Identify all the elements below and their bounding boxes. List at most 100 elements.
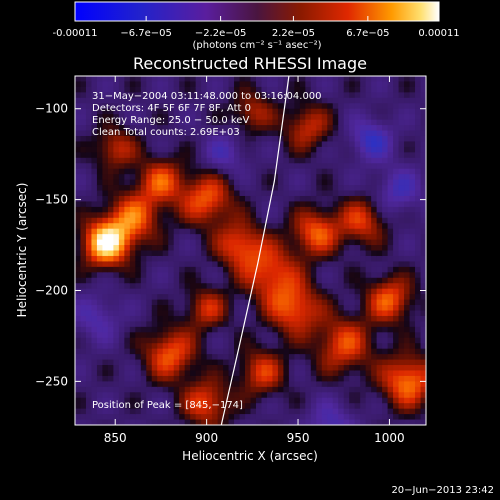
heatmap-cell — [157, 163, 164, 170]
heatmap-cell — [398, 130, 405, 137]
heatmap-cell — [393, 179, 400, 186]
heatmap-cell — [321, 190, 328, 197]
heatmap-cell — [299, 392, 306, 399]
heatmap-cell — [272, 315, 279, 322]
heatmap-cell — [80, 245, 87, 252]
heatmap-cell — [157, 365, 164, 372]
heatmap-cell — [201, 97, 208, 104]
heatmap-cell — [261, 223, 268, 230]
heatmap-cell — [140, 217, 147, 224]
heatmap-cell — [179, 321, 186, 328]
heatmap-cell — [118, 76, 125, 83]
heatmap-cell — [184, 157, 191, 164]
heatmap-cell — [272, 403, 279, 410]
heatmap-cell — [387, 277, 394, 284]
heatmap-cell — [387, 419, 394, 425]
heatmap-cell — [321, 305, 328, 312]
heatmap-cell — [294, 392, 301, 399]
heatmap-cell — [409, 228, 416, 235]
heatmap-cell — [283, 250, 290, 257]
heatmap-cell — [168, 206, 175, 213]
heatmap-cell — [245, 266, 252, 273]
heatmap-cell — [261, 97, 268, 104]
heatmap-cell — [288, 168, 295, 175]
heatmap-cell — [382, 310, 389, 317]
heatmap-cell — [415, 283, 422, 290]
heatmap-cell — [201, 179, 208, 186]
heatmap-cell — [195, 206, 202, 213]
heatmap-cell — [91, 321, 98, 328]
heatmap-cell — [195, 283, 202, 290]
heatmap-cell — [151, 348, 158, 355]
heatmap-cell — [321, 283, 328, 290]
heatmap-cell — [299, 190, 306, 197]
heatmap-cell — [393, 185, 400, 192]
heatmap-cell — [129, 370, 136, 377]
heatmap-cell — [316, 103, 323, 110]
heatmap-cell — [349, 272, 356, 279]
heatmap-cell — [250, 97, 257, 104]
heatmap-cell — [91, 103, 98, 110]
heatmap-cell — [338, 103, 345, 110]
heatmap-cell — [91, 305, 98, 312]
heatmap-cell — [376, 239, 383, 246]
heatmap-cell — [371, 185, 378, 192]
heatmap-cell — [201, 81, 208, 88]
heatmap-cell — [124, 119, 131, 126]
heatmap-cell — [135, 414, 142, 421]
heatmap-cell — [212, 130, 219, 137]
heatmap-cell — [338, 250, 345, 257]
heatmap-cell — [283, 228, 290, 235]
heatmap-cell — [393, 408, 400, 415]
heatmap-cell — [404, 135, 411, 143]
heatmap-cell — [360, 397, 367, 404]
heatmap-cell — [310, 179, 317, 186]
heatmap-cell — [343, 228, 350, 235]
heatmap-cell — [310, 114, 317, 121]
heatmap-cell — [173, 114, 180, 121]
heatmap-cell — [124, 397, 131, 404]
heatmap-cell — [415, 239, 422, 246]
heatmap-cell — [305, 403, 312, 410]
heatmap-cell — [190, 337, 197, 344]
heatmap-cell — [234, 250, 241, 257]
heatmap-cell — [113, 277, 120, 284]
heatmap-cell — [223, 294, 230, 301]
heatmap-cell — [360, 332, 367, 339]
heatmap-cell — [206, 326, 213, 333]
heatmap-cell — [151, 245, 158, 252]
heatmap-cell — [393, 212, 400, 219]
heatmap-cell — [321, 217, 328, 224]
heatmap-cell — [305, 135, 312, 143]
heatmap-cell — [382, 255, 389, 262]
heatmap-cell — [404, 403, 411, 410]
heatmap-cell — [102, 386, 109, 393]
heatmap-cell — [283, 283, 290, 290]
heatmap-cell — [371, 114, 378, 121]
heatmap-cell — [393, 332, 400, 339]
heatmap-cell — [107, 239, 114, 246]
heatmap-cell — [299, 206, 306, 213]
heatmap-cell — [135, 266, 142, 273]
heatmap-cell — [250, 397, 257, 404]
heatmap-cell — [234, 255, 241, 262]
heatmap-cell — [173, 108, 180, 115]
heatmap-cell — [354, 206, 361, 213]
heatmap-cell — [96, 397, 104, 404]
heatmap-cell — [316, 135, 323, 143]
heatmap-cell — [124, 168, 131, 175]
heatmap-cell — [393, 190, 400, 197]
heatmap-cell — [124, 403, 131, 410]
heatmap-cell — [96, 223, 104, 230]
heatmap-cell — [420, 114, 426, 121]
heatmap-cell — [212, 81, 219, 88]
heatmap-cell — [316, 157, 323, 164]
heatmap-cell — [151, 266, 158, 273]
heatmap-cell — [354, 321, 361, 328]
heatmap-cell — [250, 239, 257, 246]
heatmap-cell — [140, 157, 147, 164]
heatmap-cell — [245, 326, 252, 333]
heatmap-cell — [80, 185, 87, 192]
heatmap-cell — [316, 206, 323, 213]
heatmap-cell — [327, 174, 334, 181]
